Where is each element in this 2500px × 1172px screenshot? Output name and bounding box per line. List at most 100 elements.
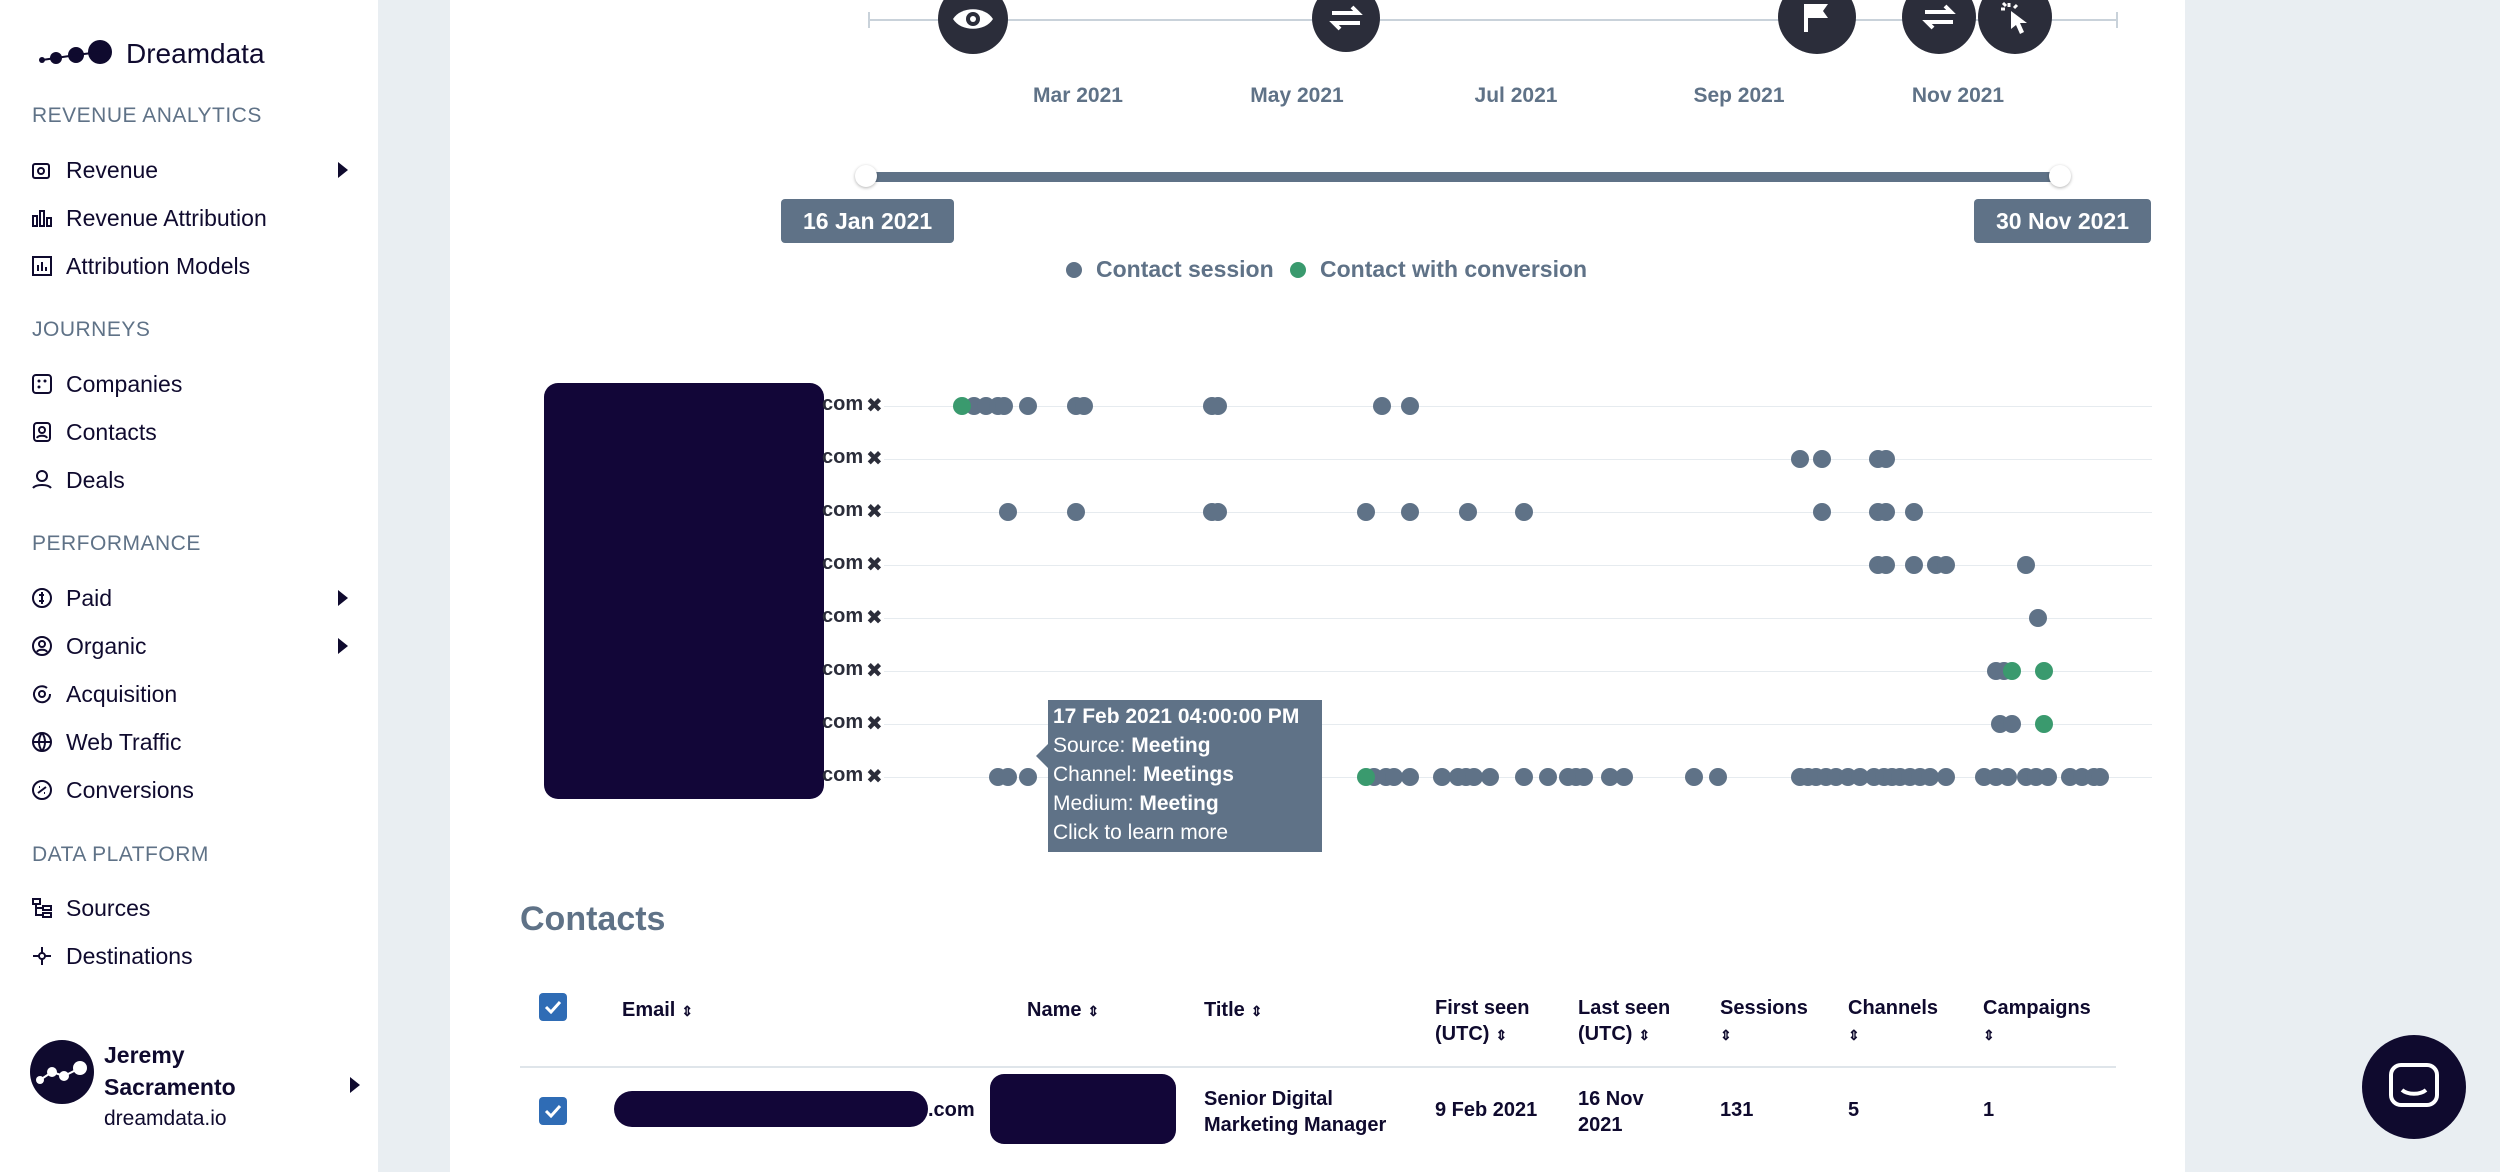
sidebar-item-companies[interactable]: Companies — [28, 364, 348, 404]
session-dot[interactable] — [1401, 503, 1419, 521]
sidebar-item-web-traffic[interactable]: Web Traffic — [28, 722, 348, 762]
session-dot[interactable] — [1459, 503, 1477, 521]
session-dot[interactable] — [1851, 768, 1869, 786]
sidebar-item-acquisition[interactable]: Acquisition — [28, 674, 348, 714]
conversion-dot[interactable] — [1357, 768, 1375, 786]
conversion-dot[interactable] — [2003, 662, 2021, 680]
sidebar-item-sources[interactable]: Sources — [28, 888, 348, 928]
sort-icon[interactable]: ⇕ — [1250, 1003, 1263, 1019]
sort-icon[interactable]: ⇕ — [1638, 1027, 1651, 1043]
session-dot[interactable] — [1401, 768, 1419, 786]
session-dot[interactable] — [1813, 503, 1831, 521]
session-dot[interactable] — [2017, 556, 2035, 574]
chat-launcher-button[interactable] — [2362, 1035, 2466, 1139]
session-dot[interactable] — [1877, 556, 1895, 574]
session-dot[interactable] — [2003, 715, 2021, 733]
session-dot[interactable] — [1791, 450, 1809, 468]
sort-icon[interactable]: ⇕ — [681, 1003, 694, 1019]
column-last-seen[interactable]: Last seen (UTC) ⇕ — [1578, 995, 1670, 1048]
conversion-dot[interactable] — [2035, 715, 2053, 733]
session-dot[interactable] — [1905, 503, 1923, 521]
session-dot[interactable] — [999, 768, 1017, 786]
session-dot[interactable] — [1601, 768, 1619, 786]
tooltip-cta[interactable]: Click to learn more — [1053, 821, 1229, 844]
remove-row-icon[interactable]: ✖ — [866, 713, 883, 735]
conversion-dot[interactable] — [2035, 662, 2053, 680]
session-dot[interactable] — [1209, 397, 1227, 415]
remove-row-icon[interactable]: ✖ — [866, 554, 883, 576]
session-dot[interactable] — [999, 503, 1017, 521]
range-start-handle[interactable] — [855, 165, 877, 187]
row-checkbox[interactable] — [539, 1097, 567, 1125]
session-dot[interactable] — [1937, 556, 1955, 574]
sidebar-item-paid[interactable]: Paid — [28, 578, 348, 618]
conversion-dot[interactable] — [953, 397, 971, 415]
remove-row-icon[interactable]: ✖ — [866, 395, 883, 417]
session-dot[interactable] — [1515, 503, 1533, 521]
session-dot[interactable] — [1575, 768, 1593, 786]
sidebar-item-deals[interactable]: Deals — [28, 460, 348, 500]
sidebar-item-revenue-attribution[interactable]: Revenue Attribution — [28, 198, 348, 238]
session-dot[interactable] — [1709, 768, 1727, 786]
session-dot[interactable] — [1465, 768, 1483, 786]
expand-arrow-icon[interactable] — [338, 638, 348, 654]
event-exchange-icon[interactable] — [1312, 0, 1380, 52]
session-dot[interactable] — [1075, 397, 1093, 415]
session-dot[interactable] — [1813, 450, 1831, 468]
session-dot[interactable] — [2039, 768, 2057, 786]
expand-arrow-icon[interactable] — [338, 590, 348, 606]
sort-icon[interactable]: ⇕ — [1720, 1027, 1732, 1043]
column-name[interactable]: Name ⇕ — [1027, 997, 1099, 1024]
session-dot[interactable] — [1019, 768, 1037, 786]
column-email[interactable]: Email ⇕ — [622, 997, 693, 1024]
sidebar-item-revenue[interactable]: Revenue — [28, 150, 348, 190]
session-dot[interactable] — [1385, 768, 1403, 786]
sidebar-item-attribution-models[interactable]: Attribution Models — [28, 246, 348, 286]
session-dot[interactable] — [1433, 768, 1451, 786]
sidebar-item-conversions[interactable]: Conversions — [28, 770, 348, 810]
session-dot[interactable] — [1615, 768, 1633, 786]
sidebar-item-destinations[interactable]: Destinations — [28, 936, 348, 976]
session-tooltip[interactable]: 17 Feb 2021 04:00:00 PM Source: Meeting … — [1048, 700, 1322, 852]
session-dot[interactable] — [1357, 503, 1375, 521]
column-channels[interactable]: Channels ⇕ — [1848, 995, 1938, 1048]
session-dot[interactable] — [1209, 503, 1227, 521]
session-dot[interactable] — [1937, 768, 1955, 786]
session-dot[interactable] — [1999, 768, 2017, 786]
session-dot[interactable] — [1401, 397, 1419, 415]
session-dot[interactable] — [1685, 768, 1703, 786]
remove-row-icon[interactable]: ✖ — [866, 766, 883, 788]
remove-row-icon[interactable]: ✖ — [866, 448, 883, 470]
user-menu-arrow-icon[interactable] — [350, 1077, 360, 1093]
session-dot[interactable] — [1019, 397, 1037, 415]
session-dot[interactable] — [995, 397, 1013, 415]
column-sessions[interactable]: Sessions ⇕ — [1720, 995, 1808, 1048]
session-dot[interactable] — [1067, 503, 1085, 521]
remove-row-icon[interactable]: ✖ — [866, 660, 883, 682]
sort-icon[interactable]: ⇕ — [1983, 1027, 1995, 1043]
session-dot[interactable] — [2029, 609, 2047, 627]
session-dot[interactable] — [1877, 450, 1895, 468]
session-dot[interactable] — [2091, 768, 2109, 786]
session-dot[interactable] — [1481, 768, 1499, 786]
session-dot[interactable] — [1515, 768, 1533, 786]
column-title[interactable]: Title ⇕ — [1204, 997, 1263, 1024]
sort-icon[interactable]: ⇕ — [1087, 1003, 1100, 1019]
event-click-icon[interactable] — [1978, 0, 2052, 54]
expand-arrow-icon[interactable] — [338, 162, 348, 178]
user-menu[interactable]: Jeremy Sacramento dreamdata.io — [30, 1035, 360, 1135]
session-dot[interactable] — [1373, 397, 1391, 415]
sort-icon[interactable]: ⇕ — [1495, 1027, 1508, 1043]
session-dot[interactable] — [1905, 556, 1923, 574]
column-first-seen[interactable]: First seen (UTC) ⇕ — [1435, 995, 1529, 1048]
remove-row-icon[interactable]: ✖ — [866, 501, 883, 523]
session-dot[interactable] — [1539, 768, 1557, 786]
remove-row-icon[interactable]: ✖ — [866, 607, 883, 629]
sidebar-item-contacts[interactable]: Contacts — [28, 412, 348, 452]
range-end-handle[interactable] — [2049, 165, 2071, 187]
column-campaigns[interactable]: Campaigns ⇕ — [1983, 995, 2091, 1048]
date-range-slider-track[interactable] — [866, 172, 2062, 182]
sort-icon[interactable]: ⇕ — [1848, 1027, 1860, 1043]
select-all-checkbox[interactable] — [539, 993, 567, 1021]
sidebar-item-organic[interactable]: Organic — [28, 626, 348, 666]
